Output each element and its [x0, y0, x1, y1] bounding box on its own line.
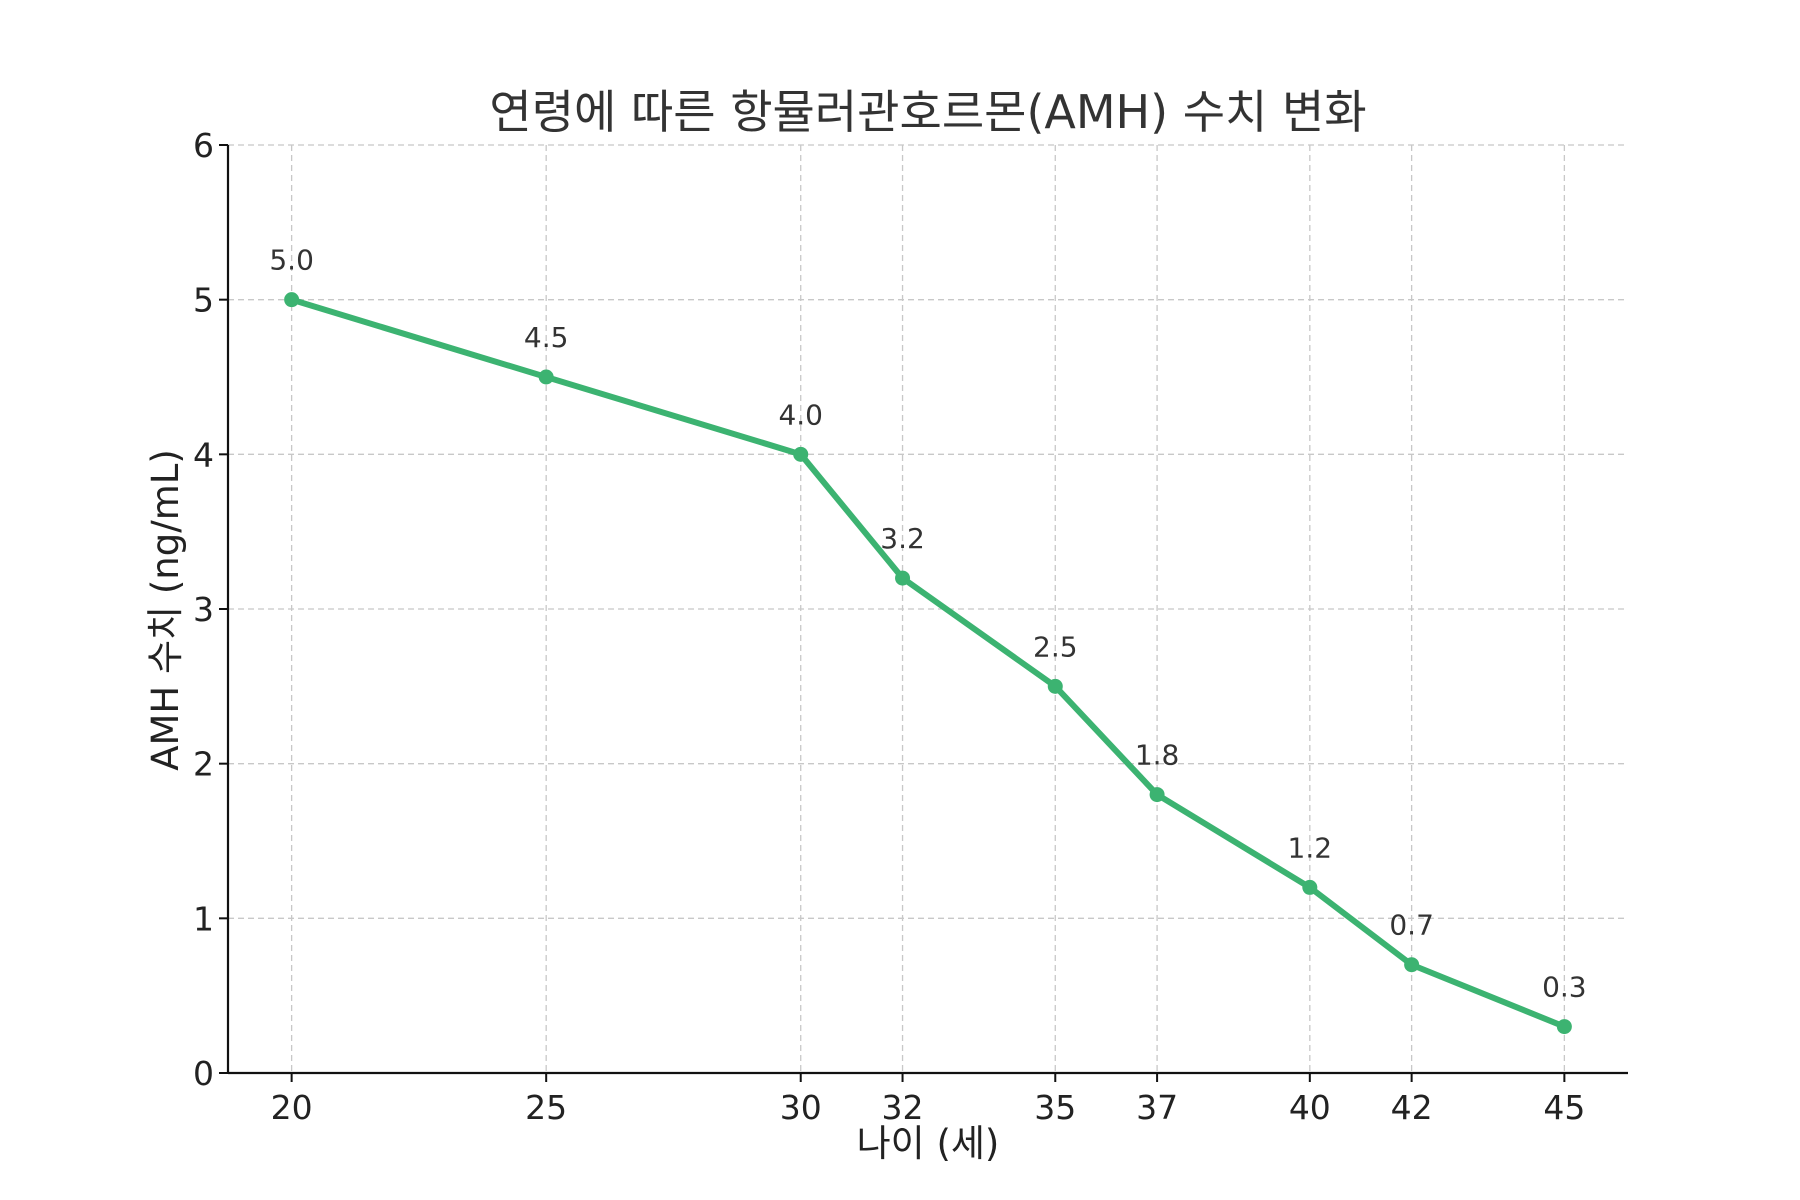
data-label: 4.0: [778, 398, 823, 431]
data-label: 1.8: [1135, 739, 1180, 772]
data-point: [284, 292, 300, 308]
data-label: 3.2: [880, 522, 925, 555]
data-label: 5.0: [269, 244, 314, 277]
y-tick-label: 6: [193, 126, 214, 165]
data-labels-layer: 5.0 4.5 4.0 3.2 2.5 1.8 1.2 0.7 0.3: [269, 244, 1586, 1004]
y-tick-label: 3: [193, 590, 214, 629]
data-point: [895, 570, 911, 586]
data-label: 0.3: [1542, 971, 1587, 1004]
x-tick-label: 32: [882, 1088, 924, 1127]
x-tick-label: 30: [780, 1088, 822, 1127]
y-tick-label: 4: [193, 435, 214, 474]
x-tick-label: 45: [1543, 1088, 1585, 1127]
data-point: [1047, 678, 1063, 694]
x-tick-label: 40: [1289, 1088, 1331, 1127]
data-label: 1.2: [1288, 831, 1333, 864]
data-label: 0.7: [1389, 909, 1434, 942]
grid-layer: [228, 144, 1628, 1073]
data-label: 4.5: [524, 321, 569, 354]
data-point: [793, 446, 809, 462]
x-tick-label: 37: [1136, 1088, 1178, 1127]
x-tick-label: 42: [1391, 1088, 1433, 1127]
x-tick-label: 35: [1034, 1088, 1076, 1127]
chart-title: 연령에 따른 항뮬러관호르몬(AMH) 수치 변화: [489, 85, 1366, 139]
x-tick-label: 25: [525, 1088, 567, 1127]
data-point: [1556, 1019, 1572, 1035]
series-layer: [284, 292, 1572, 1035]
data-point: [1149, 787, 1165, 803]
y-tick-label: 5: [193, 281, 214, 320]
y-tick-label: 2: [193, 745, 214, 784]
y-axis-label: AMH 수치 (ng/mL): [144, 449, 187, 771]
data-label: 2.5: [1033, 630, 1078, 663]
data-point: [1302, 879, 1318, 895]
data-point: [538, 369, 554, 385]
x-tick-label: 20: [271, 1088, 313, 1127]
x-axis-label: 나이 (세): [857, 1122, 1000, 1165]
series-line: [288, 296, 1568, 1030]
y-tick-label: 0: [193, 1054, 214, 1093]
y-tick-label: 1: [193, 899, 214, 938]
data-point: [1404, 957, 1420, 973]
